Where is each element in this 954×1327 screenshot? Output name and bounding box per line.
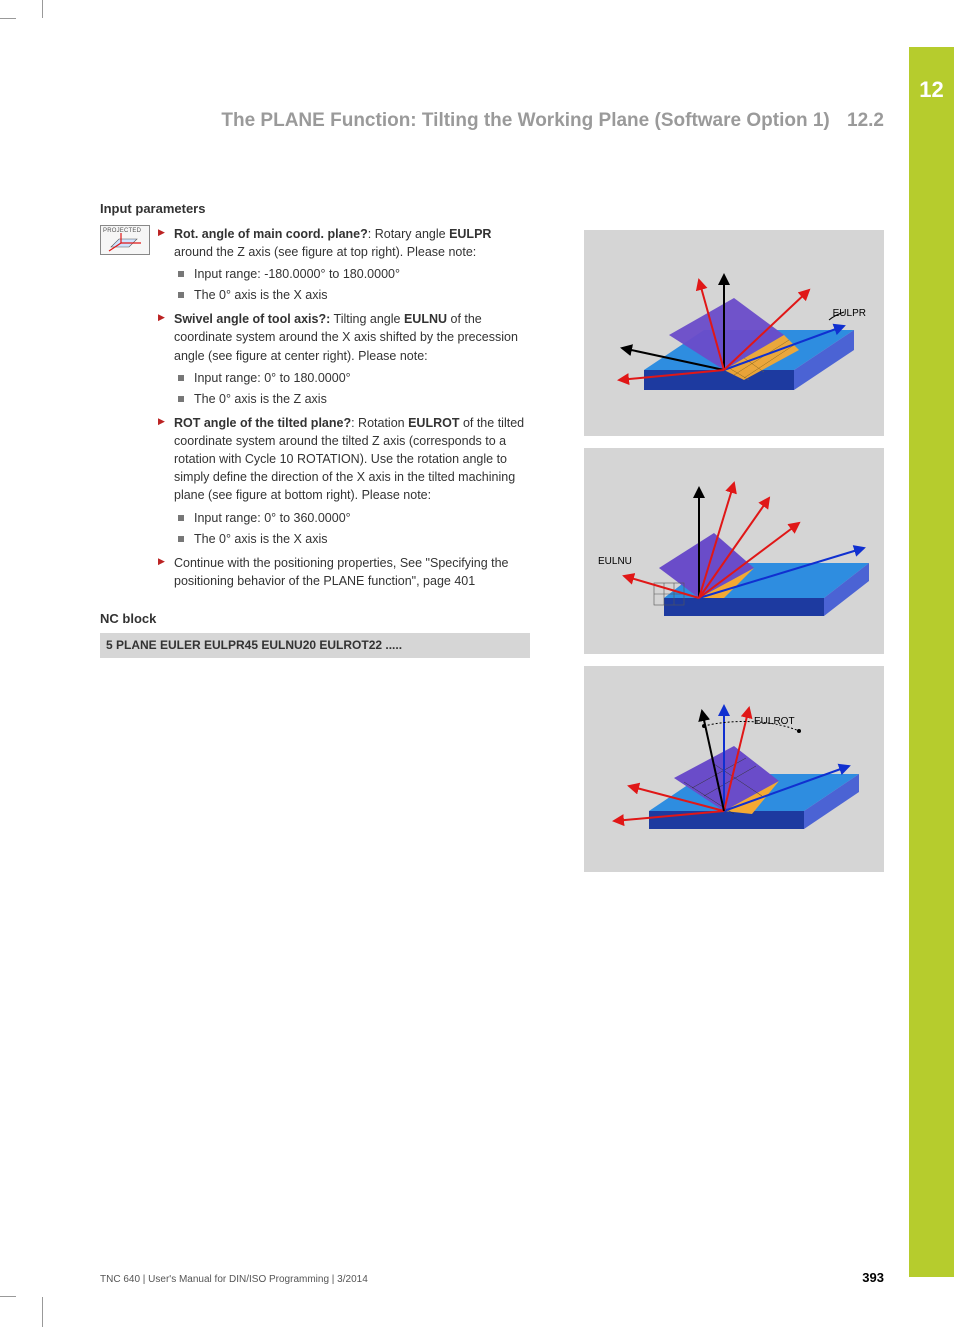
param-sub: Input range: 0° to 180.0000° [178,369,530,387]
param-sub: The 0° axis is the Z axis [178,390,530,408]
param-text: Tilting angle [330,312,404,326]
figure-label: EULROT [754,716,795,727]
chapter-tab: 12 [909,47,954,1277]
param-code: EULPR [449,227,491,241]
page-title: The PLANE Function: Tilting the Working … [100,110,884,132]
param-item: Swivel angle of tool axis?: Tilting angl… [158,310,530,408]
param-lead-bold: Rot. angle of main coord. plane? [174,227,368,241]
param-item: ROT angle of the tilted plane?: Rotation… [158,414,530,548]
param-lead-bold: Swivel angle of tool axis?: [174,312,330,326]
param-code: EULNU [404,312,447,326]
heading-input-parameters: Input parameters [100,200,530,219]
footer-text: TNC 640 | User's Manual for DIN/ISO Prog… [100,1274,368,1285]
param-item: Continue with the positioning properties… [158,554,530,590]
figure-column: EULPR [584,230,884,884]
section-number: 12.2 [847,110,884,131]
chapter-number: 12 [909,77,954,103]
page-footer: TNC 640 | User's Manual for DIN/ISO Prog… [100,1270,884,1285]
heading-nc-block: NC block [100,610,530,629]
figure-eulnu: EULNU [584,448,884,654]
figure-label: EULPR [833,308,866,319]
param-text: Continue with the positioning properties… [174,556,509,588]
projected-icon: PROJECTED [100,225,150,255]
param-item: Rot. angle of main coord. plane?: Rotary… [158,225,530,305]
param-sub: Input range: 0° to 360.0000° [178,509,530,527]
page-number: 393 [862,1270,884,1285]
nc-block-code: 5 PLANE EULER EULPR45 EULNU20 EULROT22 .… [100,633,530,658]
param-sub: Input range: -180.0000° to 180.0000° [178,265,530,283]
param-sub: The 0° axis is the X axis [178,286,530,304]
figure-eulrot: EULROT [584,666,884,872]
parameter-list: Rot. angle of main coord. plane?: Rotary… [158,225,530,596]
param-lead-bold: ROT angle of the tilted plane? [174,416,351,430]
param-sub: The 0° axis is the X axis [178,530,530,548]
param-text: around the Z axis (see figure at top rig… [174,245,476,259]
figure-eulpr: EULPR [584,230,884,436]
content-column: Input parameters PROJECTED Rot. angle of… [100,200,530,658]
page-title-text: The PLANE Function: Tilting the Working … [221,110,829,131]
param-code: EULROT [408,416,459,430]
param-text: : Rotation [351,416,408,430]
figure-label: EULNU [598,556,632,567]
param-text: : Rotary angle [368,227,449,241]
